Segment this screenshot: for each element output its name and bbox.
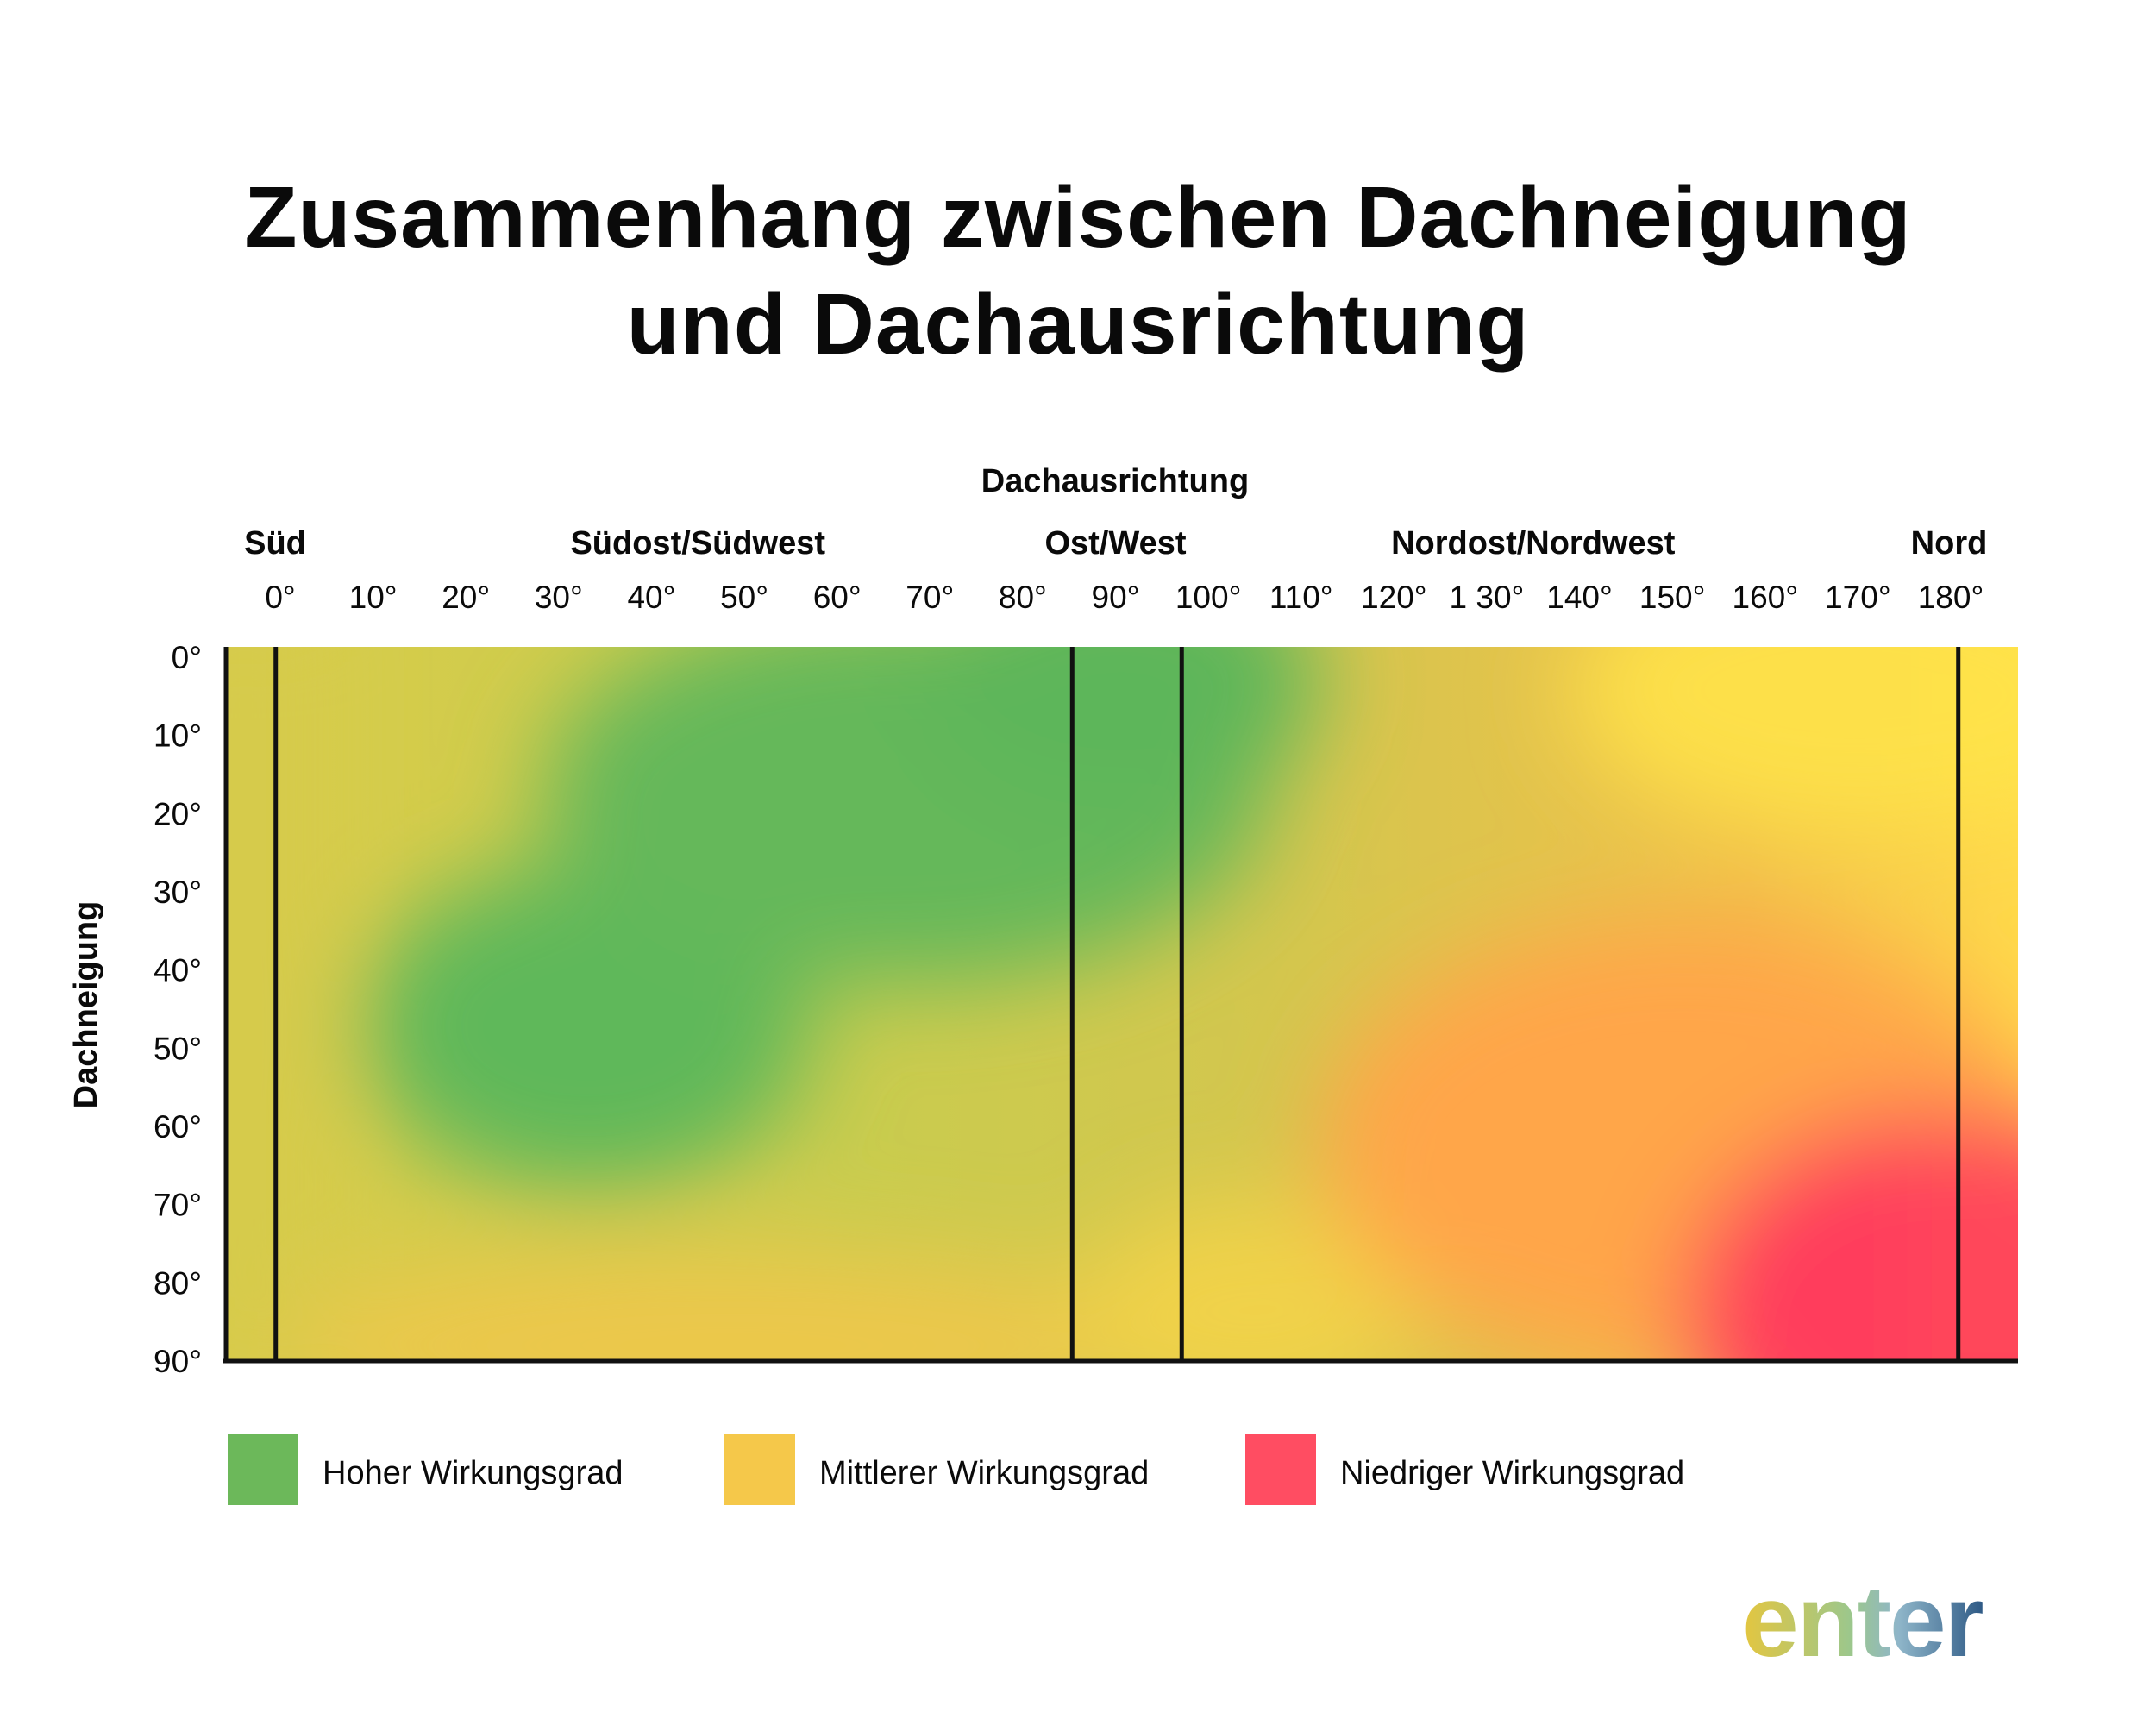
y-tick-label-30: 30° [154,875,202,910]
page-title: Zusammenhang zwischen Dachneigung und Da… [0,164,2156,378]
x-tick-label-0: 0° [265,580,295,615]
legend-item-2: Niedriger Wirkungsgrad [1245,1434,1684,1505]
y-axis-title: Dachneigung [68,901,104,1109]
blob-medium-bottom [285,1251,1181,1361]
x-tick-label-100: 100° [1175,580,1242,615]
y-tick-label-20: 20° [154,796,202,831]
x-tick-labels: 0° 10° 20° 30° 40° 50° 60° 70° 80° 90° 100° 110° 120… [265,580,1984,615]
x-tick-label-130: 1 30° [1450,580,1525,615]
y-tick-label-0: 0° [172,640,202,675]
heatmap-field [226,647,2018,1361]
x-tick-label-60: 60° [813,580,862,615]
y-tick-labels: 0° 10° 20° 30° 40° 50° 60° 70° 80° 90° [154,640,202,1379]
y-tick-label-40: 40° [154,953,202,988]
x-tick-label-40: 40° [627,580,675,615]
x-tick-label-50: 50° [720,580,768,615]
axes [223,647,2018,1364]
legend-swatch-1 [724,1434,795,1505]
legend-item-0: Hoher Wirkungsgrad [228,1434,623,1505]
blob-high-east [923,647,1319,811]
x-axis-title: Dachausrichtung [981,463,1249,499]
x-tick-label-180: 180° [1918,580,1984,615]
x-tick-label-30: 30° [535,580,583,615]
direction-label-3: Nordost/Nordwest [1391,525,1676,561]
y-tick-label-90: 90° [154,1344,202,1379]
legend: Hoher Wirkungsgrad Mittlerer Wirkungsgrad… [228,1434,1684,1505]
blob-medium-lowereast [1078,1199,1423,1361]
y-tick-label-80: 80° [154,1265,202,1301]
direction-label-2: Ost/West [1044,525,1186,561]
y-tick-label-50: 50° [154,1031,202,1066]
x-tick-label-20: 20° [442,580,490,615]
x-tick-label-110: 110° [1269,580,1333,615]
x-tick-label-10: 10° [349,580,398,615]
direction-labels: Süd Südost/Südwest Ost/West Nordost/Nordwes… [244,525,1987,561]
direction-label-0: Süd [244,525,306,561]
x-tick-label-70: 70° [906,580,954,615]
blob-south-medium [226,647,319,1361]
direction-label-4: Nord [1911,525,1988,561]
divider-lines [273,647,1961,1361]
x-tick-label-80: 80° [999,580,1047,615]
blob-yellow-topright [1570,647,2018,837]
page-title-line-2: und Dachausrichtung [626,276,1530,373]
page-title-line-1: Zusammenhang zwischen Dachneigung [244,169,1912,266]
blob-low-edge [1932,1121,2018,1361]
enter-logo: enter [1742,1565,1984,1678]
y-tick-label-10: 10° [154,718,202,754]
legend-item-1: Mittlerer Wirkungsgrad [724,1434,1149,1505]
legend-label-1: Mittlerer Wirkungsgrad [819,1455,1149,1491]
x-tick-label-150: 150° [1639,580,1706,615]
y-tick-label-70: 70° [154,1188,202,1223]
x-tick-label-90: 90° [1092,580,1140,615]
y-tick-label-60: 60° [154,1109,202,1145]
x-tick-label-170: 170° [1825,580,1891,615]
legend-label-0: Hoher Wirkungsgrad [323,1455,623,1491]
legend-label-2: Niedriger Wirkungsgrad [1340,1455,1684,1491]
direction-label-1: Südost/Südwest [570,525,825,561]
legend-swatch-0 [228,1434,298,1505]
x-tick-label-140: 140° [1546,580,1613,615]
x-tick-label-120: 120° [1361,580,1427,615]
blob-yellow-edge [1940,647,2018,819]
legend-swatch-2 [1245,1434,1316,1505]
x-tick-label-160: 160° [1733,580,1799,615]
